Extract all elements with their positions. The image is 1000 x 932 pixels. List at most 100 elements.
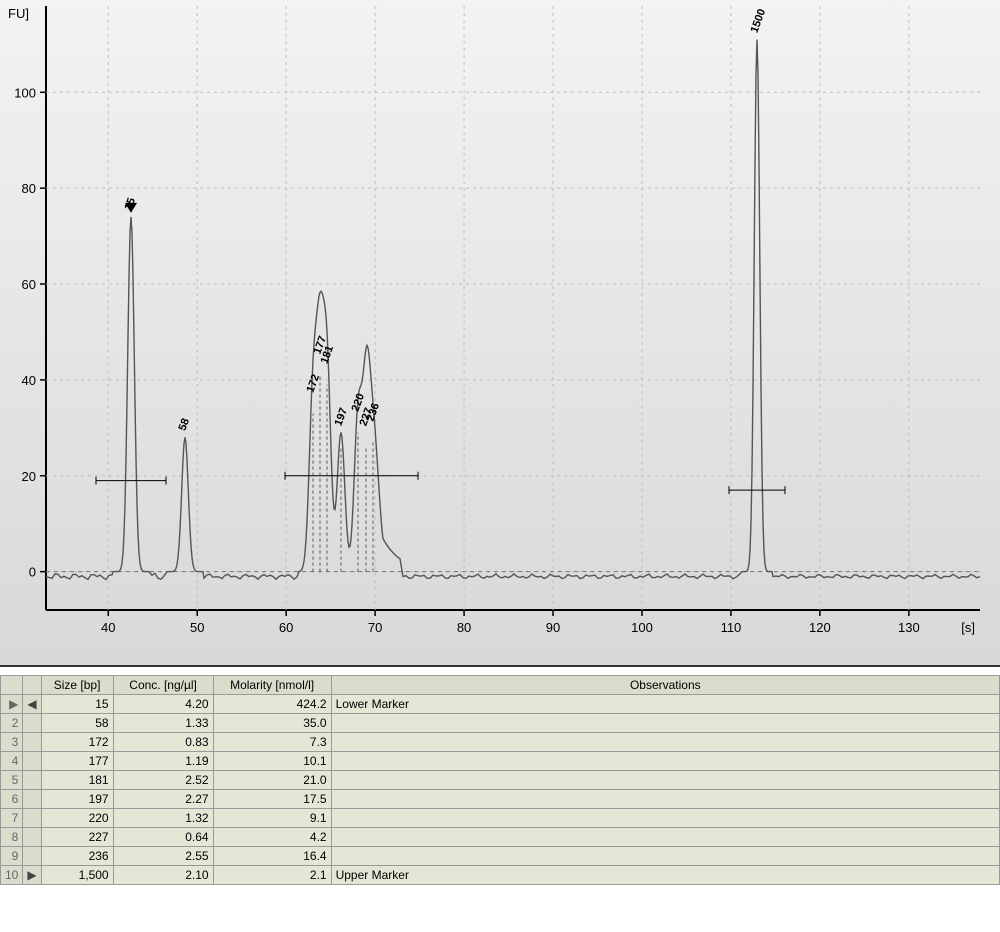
cell-molarity: 7.3	[213, 733, 331, 752]
x-axis-label: [s]	[961, 620, 975, 635]
table-row: 61972.2717.5	[1, 790, 1000, 809]
row-nav-icon[interactable]	[23, 828, 41, 847]
table-row: 10▶1,5002.102.1Upper Marker	[1, 866, 1000, 885]
y-tick-label: 0	[29, 565, 36, 580]
cell-conc: 0.83	[113, 733, 213, 752]
table-row: ▶◀154.20424.2Lower Marker	[1, 695, 1000, 714]
col-nav	[23, 676, 41, 695]
table-row: 7 2201.329.1	[1, 809, 1000, 828]
row-nav-icon[interactable]: ◀	[23, 695, 41, 714]
cell-molarity: 9.1	[213, 809, 331, 828]
cell-observations: Upper Marker	[331, 866, 999, 885]
col-conc: Conc. [ng/µl]	[113, 676, 213, 695]
cell-size: 177	[41, 752, 113, 771]
peak-label: 236	[365, 402, 383, 423]
y-tick-label: 80	[22, 181, 36, 196]
x-tick-label: 90	[546, 620, 560, 635]
cell-size: 220	[41, 809, 113, 828]
row-nav-icon[interactable]	[23, 771, 41, 790]
peak-table: Size [bp] Conc. [ng/µl] Molarity [nmol/l…	[0, 675, 1000, 885]
cell-observations	[331, 771, 999, 790]
cell-molarity: 424.2	[213, 695, 331, 714]
table-row: 4 1771.1910.1	[1, 752, 1000, 771]
cell-molarity: 2.1	[213, 866, 331, 885]
table-row: 3 1720.837.3	[1, 733, 1000, 752]
cell-molarity: 35.0	[213, 714, 331, 733]
chart-svg: 020406080100405060708090100110120130FU][…	[0, 0, 1000, 665]
col-observations: Observations	[331, 676, 999, 695]
col-rownum	[1, 676, 23, 695]
table-row: 2 581.3335.0	[1, 714, 1000, 733]
cell-conc: 1.33	[113, 714, 213, 733]
cell-molarity: 4.2	[213, 828, 331, 847]
cell-molarity: 16.4	[213, 847, 331, 866]
row-nav-icon[interactable]	[23, 714, 41, 733]
row-nav-icon[interactable]	[23, 733, 41, 752]
cell-conc: 2.55	[113, 847, 213, 866]
cell-observations	[331, 847, 999, 866]
table-header-row: Size [bp] Conc. [ng/µl] Molarity [nmol/l…	[1, 676, 1000, 695]
cell-observations: Lower Marker	[331, 695, 999, 714]
cell-conc: 2.10	[113, 866, 213, 885]
cell-observations	[331, 828, 999, 847]
cell-observations	[331, 714, 999, 733]
x-tick-label: 50	[190, 620, 204, 635]
x-tick-label: 60	[279, 620, 293, 635]
table-row: 9 2362.5516.4	[1, 847, 1000, 866]
cell-observations	[331, 733, 999, 752]
peak-label: 172	[305, 373, 323, 394]
row-nav-icon[interactable]	[23, 790, 41, 809]
row-index: 6	[1, 790, 23, 809]
row-index: 4	[1, 752, 23, 771]
cell-size: 172	[41, 733, 113, 752]
cell-molarity: 10.1	[213, 752, 331, 771]
x-tick-label: 70	[368, 620, 382, 635]
col-molarity: Molarity [nmol/l]	[213, 676, 331, 695]
peak-label: 197	[333, 406, 351, 427]
cell-size: 1,500	[41, 866, 113, 885]
row-index: 10	[1, 866, 23, 885]
table-row: 5 1812.5221.0	[1, 771, 1000, 790]
results-table: Size [bp] Conc. [ng/µl] Molarity [nmol/l…	[0, 675, 1000, 885]
peak-label: 1500	[749, 7, 769, 34]
cell-conc: 1.19	[113, 752, 213, 771]
cell-conc: 1.32	[113, 809, 213, 828]
cell-size: 15	[41, 695, 113, 714]
cell-conc: 2.27	[113, 790, 213, 809]
row-index: ▶	[1, 695, 23, 714]
x-tick-label: 100	[631, 620, 653, 635]
row-index: 3	[1, 733, 23, 752]
cell-observations	[331, 752, 999, 771]
cell-size: 227	[41, 828, 113, 847]
cell-size: 58	[41, 714, 113, 733]
x-tick-label: 40	[101, 620, 115, 635]
row-nav-icon[interactable]	[23, 847, 41, 866]
y-tick-label: 60	[22, 277, 36, 292]
x-tick-label: 120	[809, 620, 831, 635]
cell-conc: 4.20	[113, 695, 213, 714]
y-tick-label: 40	[22, 373, 36, 388]
cell-conc: 2.52	[113, 771, 213, 790]
row-index: 8	[1, 828, 23, 847]
row-index: 2	[1, 714, 23, 733]
table-row: 8 2270.644.2	[1, 828, 1000, 847]
x-tick-label: 110	[721, 620, 742, 635]
row-index: 9	[1, 847, 23, 866]
cell-observations	[331, 790, 999, 809]
peak-label: 58	[177, 417, 192, 433]
y-tick-label: 100	[14, 85, 36, 100]
row-nav-icon[interactable]	[23, 752, 41, 771]
cell-conc: 0.64	[113, 828, 213, 847]
row-nav-icon[interactable]	[23, 809, 41, 828]
row-index: 7	[1, 809, 23, 828]
col-size: Size [bp]	[41, 676, 113, 695]
row-nav-icon[interactable]: ▶	[23, 866, 41, 885]
cell-size: 181	[41, 771, 113, 790]
x-tick-label: 130	[898, 620, 920, 635]
row-index: 5	[1, 771, 23, 790]
trace-line	[46, 40, 980, 580]
cell-molarity: 17.5	[213, 790, 331, 809]
cell-size: 236	[41, 847, 113, 866]
cell-molarity: 21.0	[213, 771, 331, 790]
electropherogram-chart: 020406080100405060708090100110120130FU][…	[0, 0, 1000, 667]
